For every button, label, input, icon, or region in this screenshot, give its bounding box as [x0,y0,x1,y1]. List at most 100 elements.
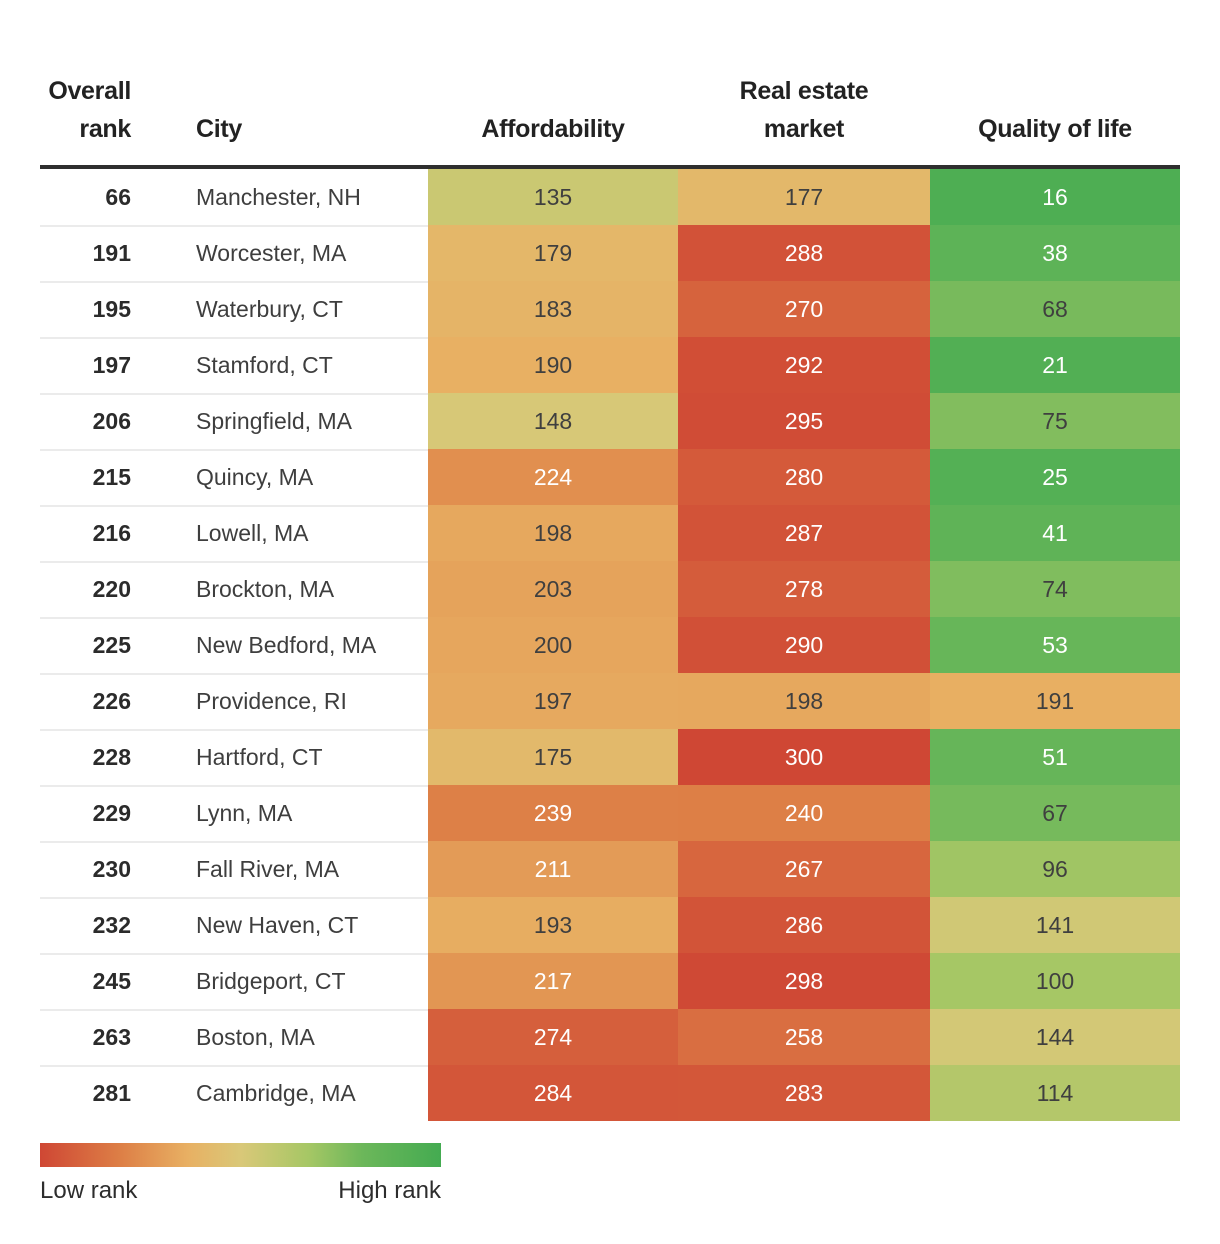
table-body: 66 Manchester, NH 135 177 16 191 Worcest… [40,169,1180,1121]
legend-labels: Low rank High rank [40,1177,441,1205]
row-label-cells: 281 Cambridge, MA [40,1065,428,1121]
column-header-city: City [196,115,243,143]
quality-of-life-value-cell: 41 [930,505,1180,561]
real-estate-value-cell: 300 [678,729,930,785]
quality-of-life-value-cell: 191 [930,673,1180,729]
table-row: 66 Manchester, NH 135 177 16 [40,169,1180,225]
overall-rank-cell: 215 [92,463,131,490]
affordability-value-cell: 203 [428,561,678,617]
city-cell: Worcester, MA [196,239,347,266]
real-estate-value-cell: 292 [678,337,930,393]
quality-of-life-value-cell: 67 [930,785,1180,841]
table-row: 197 Stamford, CT 190 292 21 [40,337,1180,393]
table-row: 281 Cambridge, MA 284 283 114 [40,1065,1180,1121]
real-estate-value-cell: 240 [678,785,930,841]
overall-rank-cell: 263 [92,1023,131,1050]
overall-rank-cell: 225 [92,631,131,658]
city-cell: Fall River, MA [196,855,340,882]
row-label-cells: 66 Manchester, NH [40,169,428,225]
quality-of-life-value-cell: 100 [930,953,1180,1009]
real-estate-value-cell: 258 [678,1009,930,1065]
row-label-cells: 197 Stamford, CT [40,337,428,393]
affordability-value-cell: 211 [428,841,678,897]
overall-rank-cell: 245 [92,967,131,994]
legend-low-rank-label: Low rank [40,1177,138,1204]
quality-of-life-value-cell: 74 [930,561,1180,617]
city-cell: Bridgeport, CT [196,967,346,994]
legend: Low rank High rank [40,1143,441,1205]
row-label-cells: 215 Quincy, MA [40,449,428,505]
row-label-cells: 191 Worcester, MA [40,225,428,281]
quality-of-life-value-cell: 114 [930,1065,1180,1121]
real-estate-value-cell: 298 [678,953,930,1009]
quality-of-life-value-cell: 75 [930,393,1180,449]
real-estate-value-cell: 270 [678,281,930,337]
row-label-cells: 216 Lowell, MA [40,505,428,561]
affordability-value-cell: 175 [428,729,678,785]
affordability-value-cell: 224 [428,449,678,505]
quality-of-life-value-cell: 53 [930,617,1180,673]
city-cell: Lowell, MA [196,519,309,546]
table-row: 220 Brockton, MA 203 278 74 [40,561,1180,617]
column-header-overall-rank: Overall rank [48,77,131,143]
affordability-value-cell: 217 [428,953,678,1009]
affordability-value-cell: 179 [428,225,678,281]
city-cell: New Haven, CT [196,911,359,938]
legend-gradient-bar [40,1143,441,1167]
row-label-cells: 220 Brockton, MA [40,561,428,617]
legend-high-rank-label: High rank [338,1177,441,1204]
table-row: 228 Hartford, CT 175 300 51 [40,729,1180,785]
affordability-value-cell: 200 [428,617,678,673]
overall-rank-cell: 232 [92,911,131,938]
city-cell: New Bedford, MA [196,631,377,658]
real-estate-value-cell: 290 [678,617,930,673]
row-label-cells: 230 Fall River, MA [40,841,428,897]
city-cell: Hartford, CT [196,743,323,770]
real-estate-value-cell: 283 [678,1065,930,1121]
overall-rank-cell: 228 [92,743,131,770]
real-estate-value-cell: 287 [678,505,930,561]
city-cell: Quincy, MA [196,463,314,490]
real-estate-value-cell: 267 [678,841,930,897]
affordability-value-cell: 284 [428,1065,678,1121]
row-label-cells: 229 Lynn, MA [40,785,428,841]
real-estate-value-cell: 288 [678,225,930,281]
city-cell: Springfield, MA [196,407,352,434]
table-row: 191 Worcester, MA 179 288 38 [40,225,1180,281]
column-header-quality-of-life: Quality of life [978,115,1132,143]
heatmap-table: Overall rank City Affordability Real est… [40,72,1180,1205]
overall-rank-cell: 230 [92,855,131,882]
row-label-cells: 226 Providence, RI [40,673,428,729]
table-row: 230 Fall River, MA 211 267 96 [40,841,1180,897]
quality-of-life-value-cell: 96 [930,841,1180,897]
row-label-cells: 228 Hartford, CT [40,729,428,785]
quality-of-life-value-cell: 16 [930,169,1180,225]
affordability-value-cell: 148 [428,393,678,449]
quality-of-life-value-cell: 21 [930,337,1180,393]
affordability-value-cell: 197 [428,673,678,729]
real-estate-value-cell: 177 [678,169,930,225]
city-cell: Manchester, NH [196,183,361,210]
column-header-affordability: Affordability [481,115,625,143]
city-cell: Boston, MA [196,1023,315,1050]
city-cell: Brockton, MA [196,575,335,602]
overall-rank-cell: 191 [92,239,131,266]
overall-rank-cell: 216 [92,519,131,546]
row-label-cells: 232 New Haven, CT [40,897,428,953]
table-row: 245 Bridgeport, CT 217 298 100 [40,953,1180,1009]
affordability-value-cell: 274 [428,1009,678,1065]
row-label-cells: 225 New Bedford, MA [40,617,428,673]
table-header-row: Overall rank City Affordability Real est… [40,72,1180,169]
quality-of-life-value-cell: 38 [930,225,1180,281]
real-estate-value-cell: 278 [678,561,930,617]
real-estate-value-cell: 295 [678,393,930,449]
overall-rank-cell: 206 [92,407,131,434]
table-row: 232 New Haven, CT 193 286 141 [40,897,1180,953]
quality-of-life-value-cell: 25 [930,449,1180,505]
table-row: 229 Lynn, MA 239 240 67 [40,785,1180,841]
overall-rank-cell: 229 [92,799,131,826]
column-header-real-estate-market: Real estate market [739,77,869,143]
table-row: 216 Lowell, MA 198 287 41 [40,505,1180,561]
overall-rank-cell: 195 [92,295,131,322]
table-row: 263 Boston, MA 274 258 144 [40,1009,1180,1065]
